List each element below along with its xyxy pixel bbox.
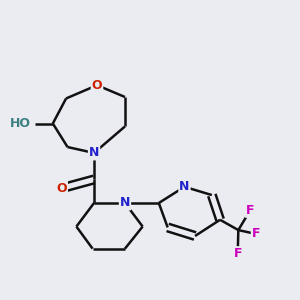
Text: N: N [120, 196, 130, 209]
Text: O: O [92, 79, 102, 92]
Text: HO: HO [10, 117, 31, 130]
Text: F: F [233, 247, 242, 260]
Text: O: O [56, 182, 67, 195]
Text: N: N [89, 146, 99, 159]
Text: F: F [246, 204, 254, 217]
Text: N: N [179, 180, 190, 193]
Text: F: F [252, 227, 260, 240]
